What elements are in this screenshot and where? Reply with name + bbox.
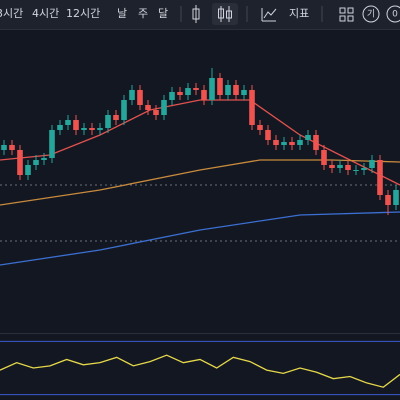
candle-body xyxy=(273,140,279,145)
indicator-line xyxy=(0,354,400,388)
candle-style-icon xyxy=(218,6,232,22)
candle-body xyxy=(145,105,151,110)
candle-body xyxy=(49,130,55,158)
interval-button[interactable]: 12시간 xyxy=(66,7,100,20)
candle-body xyxy=(81,128,87,130)
bar-style-icon[interactable] xyxy=(192,5,200,23)
moving-average xyxy=(0,99,400,186)
candle-body xyxy=(129,90,135,100)
interval-button[interactable]: 4시간 xyxy=(32,7,59,20)
circle-button-label: 기 xyxy=(367,9,375,20)
candle-body xyxy=(105,115,111,128)
candle-body xyxy=(33,160,39,165)
candle-body xyxy=(1,145,7,150)
interval-button[interactable]: 달 xyxy=(158,7,168,20)
candle-body xyxy=(113,115,119,120)
candle-body xyxy=(321,150,327,165)
candle-body xyxy=(137,90,143,105)
candle-body xyxy=(385,195,391,205)
candle-body xyxy=(361,168,367,170)
interval-button[interactable]: 3시간 xyxy=(0,7,23,20)
candle-body xyxy=(337,165,343,168)
candle-body xyxy=(369,160,375,168)
candle-style-selected[interactable] xyxy=(212,3,238,25)
candle-body xyxy=(185,88,191,95)
indicator-button[interactable]: 지표 xyxy=(289,7,309,20)
candle-body xyxy=(121,100,127,120)
candle-body xyxy=(9,145,15,150)
candle-body xyxy=(41,158,47,160)
candle-body xyxy=(297,140,303,145)
indicator-icon[interactable] xyxy=(261,8,277,22)
candle-body xyxy=(201,90,207,100)
candle-body xyxy=(393,190,399,205)
interval-button[interactable]: 날 xyxy=(117,7,127,20)
candle-body xyxy=(257,125,263,130)
circle-button[interactable] xyxy=(386,5,400,23)
moving-average xyxy=(0,211,400,266)
candle-body xyxy=(153,110,159,115)
candle-body xyxy=(17,150,23,175)
circle-button[interactable] xyxy=(362,5,380,23)
candle-body xyxy=(65,120,71,125)
candle-body xyxy=(265,130,271,140)
candle-body xyxy=(161,100,167,115)
candle-body xyxy=(305,135,311,140)
candle-body xyxy=(233,85,239,95)
candle-body xyxy=(345,165,351,170)
candle-body xyxy=(177,92,183,95)
interval-button[interactable]: 주 xyxy=(138,7,148,20)
candle-body xyxy=(313,135,319,150)
candle-body xyxy=(193,88,199,90)
candle-body xyxy=(25,165,31,175)
candle-body xyxy=(249,90,255,125)
candle-body xyxy=(97,128,103,130)
candle-body xyxy=(73,120,79,130)
candle-body xyxy=(289,142,295,145)
candle-body xyxy=(89,128,95,130)
moving-average xyxy=(0,159,400,206)
candle-body xyxy=(377,160,383,195)
layout-icon[interactable] xyxy=(339,7,354,22)
candle-body xyxy=(209,78,215,100)
candle-body xyxy=(225,85,231,95)
candle-body xyxy=(217,78,223,95)
circle-button-label: 0 xyxy=(392,10,398,20)
candle-body xyxy=(329,165,335,168)
candle-body xyxy=(241,90,247,95)
candle-body xyxy=(353,170,359,171)
candle-body xyxy=(57,125,63,130)
candle-body xyxy=(281,142,287,145)
candle-body xyxy=(169,92,175,100)
toolbar xyxy=(0,0,400,29)
